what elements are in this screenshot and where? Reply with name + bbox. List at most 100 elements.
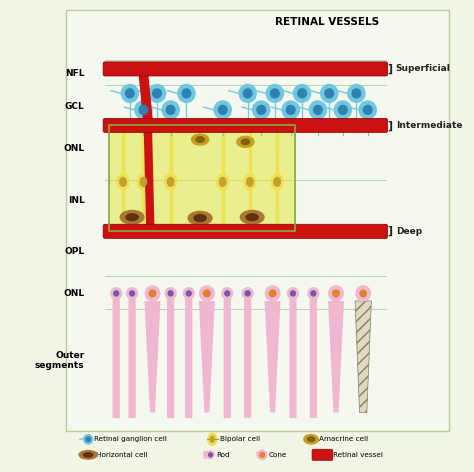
Text: Retinal vessel: Retinal vessel bbox=[333, 452, 383, 458]
Circle shape bbox=[166, 105, 175, 114]
Circle shape bbox=[253, 101, 270, 119]
Circle shape bbox=[130, 291, 135, 296]
Circle shape bbox=[348, 84, 365, 102]
Circle shape bbox=[204, 290, 210, 297]
Polygon shape bbox=[355, 301, 371, 413]
Text: Amacrine cell: Amacrine cell bbox=[319, 436, 368, 442]
Circle shape bbox=[257, 105, 265, 114]
Ellipse shape bbox=[217, 174, 228, 190]
Circle shape bbox=[239, 84, 256, 102]
FancyBboxPatch shape bbox=[224, 298, 231, 418]
Circle shape bbox=[258, 450, 267, 460]
Circle shape bbox=[333, 290, 339, 297]
Ellipse shape bbox=[240, 211, 264, 224]
Circle shape bbox=[243, 89, 252, 98]
Ellipse shape bbox=[241, 139, 249, 144]
Circle shape bbox=[352, 89, 361, 98]
Circle shape bbox=[83, 435, 93, 444]
Circle shape bbox=[207, 451, 214, 459]
Polygon shape bbox=[256, 452, 260, 458]
FancyBboxPatch shape bbox=[185, 298, 192, 418]
Ellipse shape bbox=[117, 174, 129, 190]
Text: Outer
segments: Outer segments bbox=[35, 351, 84, 371]
Circle shape bbox=[242, 288, 253, 299]
Text: NFL: NFL bbox=[65, 69, 84, 78]
Circle shape bbox=[165, 288, 176, 299]
Circle shape bbox=[308, 288, 319, 299]
Text: ]: ] bbox=[388, 64, 397, 74]
Circle shape bbox=[364, 105, 372, 114]
Text: ]: ] bbox=[388, 120, 397, 131]
Circle shape bbox=[288, 288, 299, 299]
Circle shape bbox=[135, 101, 152, 119]
Text: Retinal ganglion cell: Retinal ganglion cell bbox=[93, 436, 166, 442]
Circle shape bbox=[111, 288, 122, 299]
FancyBboxPatch shape bbox=[203, 451, 210, 459]
Ellipse shape bbox=[246, 214, 258, 220]
Circle shape bbox=[114, 291, 118, 296]
Circle shape bbox=[183, 288, 194, 299]
Ellipse shape bbox=[140, 177, 146, 186]
Circle shape bbox=[153, 89, 161, 98]
FancyBboxPatch shape bbox=[312, 449, 333, 461]
Circle shape bbox=[265, 286, 280, 301]
Circle shape bbox=[286, 105, 295, 114]
Circle shape bbox=[222, 288, 233, 299]
Circle shape bbox=[338, 105, 347, 114]
Circle shape bbox=[200, 286, 214, 301]
Text: ONL: ONL bbox=[64, 144, 84, 153]
Circle shape bbox=[145, 286, 160, 301]
Ellipse shape bbox=[237, 136, 254, 147]
Text: RETINAL VESSELS: RETINAL VESSELS bbox=[275, 17, 379, 27]
Circle shape bbox=[298, 89, 306, 98]
Circle shape bbox=[209, 453, 212, 457]
Circle shape bbox=[334, 101, 351, 119]
FancyBboxPatch shape bbox=[103, 118, 388, 133]
Polygon shape bbox=[264, 301, 281, 413]
Ellipse shape bbox=[120, 211, 144, 224]
Circle shape bbox=[214, 101, 231, 119]
Circle shape bbox=[293, 84, 310, 102]
Circle shape bbox=[356, 286, 371, 301]
Circle shape bbox=[186, 291, 191, 296]
Text: Bipolar cell: Bipolar cell bbox=[219, 436, 260, 442]
FancyBboxPatch shape bbox=[113, 298, 120, 418]
Circle shape bbox=[325, 89, 334, 98]
Circle shape bbox=[182, 89, 191, 98]
Circle shape bbox=[219, 105, 227, 114]
Circle shape bbox=[149, 290, 156, 297]
Ellipse shape bbox=[271, 174, 283, 190]
Circle shape bbox=[148, 84, 165, 102]
Text: OPL: OPL bbox=[64, 246, 84, 255]
Text: Intermediate: Intermediate bbox=[396, 121, 462, 130]
Circle shape bbox=[282, 101, 299, 119]
FancyBboxPatch shape bbox=[66, 10, 449, 431]
Ellipse shape bbox=[219, 177, 226, 186]
Text: Rod: Rod bbox=[216, 452, 229, 458]
FancyBboxPatch shape bbox=[103, 62, 388, 76]
Text: Cone: Cone bbox=[268, 452, 287, 458]
Ellipse shape bbox=[274, 177, 280, 186]
Ellipse shape bbox=[79, 451, 97, 459]
Text: INL: INL bbox=[68, 196, 84, 205]
Ellipse shape bbox=[194, 215, 206, 221]
Circle shape bbox=[314, 105, 322, 114]
FancyBboxPatch shape bbox=[289, 298, 297, 418]
Circle shape bbox=[168, 291, 173, 296]
Circle shape bbox=[127, 288, 137, 299]
Ellipse shape bbox=[120, 177, 126, 186]
Ellipse shape bbox=[304, 435, 319, 444]
Circle shape bbox=[139, 105, 148, 114]
Polygon shape bbox=[328, 301, 344, 413]
Ellipse shape bbox=[308, 437, 315, 442]
Ellipse shape bbox=[188, 211, 212, 225]
FancyBboxPatch shape bbox=[109, 126, 295, 231]
Text: Horizontal cell: Horizontal cell bbox=[96, 452, 147, 458]
Circle shape bbox=[266, 84, 283, 102]
Ellipse shape bbox=[165, 174, 176, 190]
Ellipse shape bbox=[83, 453, 93, 457]
Text: GCL: GCL bbox=[65, 102, 84, 111]
FancyBboxPatch shape bbox=[310, 298, 317, 418]
Circle shape bbox=[269, 290, 276, 297]
Circle shape bbox=[359, 101, 376, 119]
